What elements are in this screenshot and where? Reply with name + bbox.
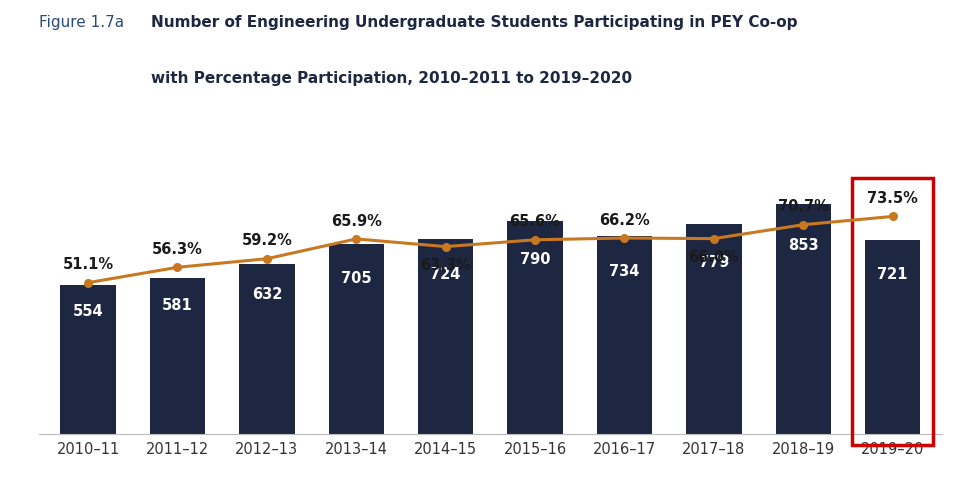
Text: with Percentage Participation, 2010–2011 to 2019–2020: with Percentage Participation, 2010–2011… bbox=[151, 71, 631, 86]
Text: 66.0%: 66.0% bbox=[688, 250, 739, 265]
Text: 63.3%: 63.3% bbox=[420, 258, 471, 274]
Bar bbox=[507, 221, 563, 434]
Text: Number of Engineering Undergraduate Students Participating in PEY Co-op: Number of Engineering Undergraduate Stud… bbox=[151, 15, 797, 30]
Bar bbox=[776, 205, 831, 434]
Text: 59.2%: 59.2% bbox=[242, 233, 292, 248]
Bar bbox=[865, 240, 921, 434]
Text: 65.6%: 65.6% bbox=[510, 214, 560, 229]
Text: 70.7%: 70.7% bbox=[778, 199, 828, 214]
Bar bbox=[328, 244, 384, 434]
Bar bbox=[239, 264, 294, 434]
Bar bbox=[418, 239, 474, 434]
Text: 66.2%: 66.2% bbox=[599, 212, 650, 228]
Text: 581: 581 bbox=[162, 298, 193, 313]
Text: 721: 721 bbox=[878, 267, 908, 282]
Bar bbox=[60, 285, 116, 434]
Text: 724: 724 bbox=[430, 267, 461, 282]
Bar bbox=[686, 224, 742, 434]
Text: 554: 554 bbox=[73, 304, 103, 319]
Text: 56.3%: 56.3% bbox=[152, 242, 203, 257]
Text: 853: 853 bbox=[788, 238, 819, 253]
Bar bbox=[150, 278, 205, 434]
Text: 790: 790 bbox=[519, 252, 551, 267]
Bar bbox=[597, 237, 653, 434]
Text: 632: 632 bbox=[251, 287, 282, 302]
Text: 65.9%: 65.9% bbox=[331, 213, 382, 229]
Text: 51.1%: 51.1% bbox=[62, 257, 114, 272]
Text: Figure 1.7a: Figure 1.7a bbox=[39, 15, 124, 30]
Text: 73.5%: 73.5% bbox=[867, 191, 919, 206]
Text: 705: 705 bbox=[341, 271, 372, 286]
Text: 779: 779 bbox=[699, 254, 729, 270]
Text: 734: 734 bbox=[609, 264, 640, 280]
Bar bbox=[853, 178, 933, 445]
